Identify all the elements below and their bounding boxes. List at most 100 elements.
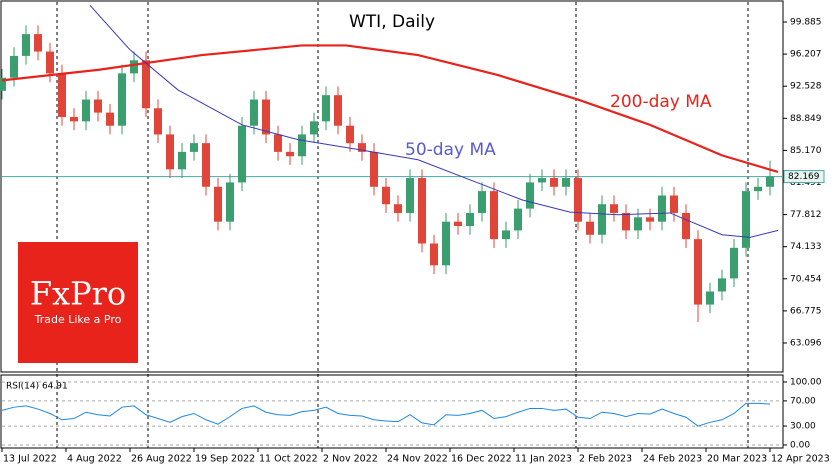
candle-body — [550, 178, 558, 187]
candle-body — [142, 60, 150, 109]
y-tick-label: 77.812 — [790, 210, 822, 220]
candle-body — [202, 143, 210, 187]
candle-body — [382, 186, 390, 205]
candle-body — [334, 95, 342, 126]
candle-body — [238, 125, 246, 183]
candle-body — [646, 217, 654, 222]
y-tick-label: 100.00 — [790, 377, 822, 387]
candle-body — [22, 34, 30, 56]
last-price-box — [783, 170, 825, 184]
candle-body — [478, 191, 486, 213]
candle-body — [0, 77, 6, 91]
logo-tagline: Trade Like a Pro — [34, 313, 122, 326]
candle-body — [430, 243, 438, 266]
candle-body — [10, 55, 18, 78]
candle-body — [178, 151, 186, 170]
x-tick-label: 4 Aug 2022 — [67, 454, 122, 465]
x-tick-label: 20 Mar 2023 — [707, 454, 767, 465]
y-tick-label: 70.454 — [790, 274, 822, 284]
candle-body — [490, 191, 498, 240]
candle-body — [562, 178, 570, 187]
x-tick-label: 24 Feb 2023 — [643, 454, 702, 465]
candle-body — [70, 116, 78, 122]
rsi-label: RSI(14) 64.91 — [6, 382, 68, 392]
candle-body — [538, 178, 546, 183]
candle-body — [262, 99, 270, 135]
candle-body — [742, 191, 750, 248]
moving-average — [89, 4, 779, 238]
y-tick-label: 99.885 — [790, 18, 822, 28]
candle-body — [226, 182, 234, 222]
candle-body — [82, 99, 90, 122]
x-tick-label: 26 Aug 2022 — [131, 454, 192, 465]
candle-body — [190, 143, 198, 152]
candle-body — [670, 195, 678, 213]
logo — [18, 242, 138, 363]
candle-body — [46, 51, 54, 74]
candle-body — [574, 178, 582, 222]
x-tick-label: 16 Dec 2022 — [451, 454, 512, 465]
candle-body — [250, 99, 258, 126]
logo-name: FxPro — [30, 275, 126, 313]
x-tick-label: 11 Oct 2022 — [259, 454, 318, 465]
candle-body — [58, 73, 66, 117]
x-tick-label: 24 Nov 2022 — [387, 454, 448, 465]
candle-body — [682, 212, 690, 240]
candle-body — [154, 108, 162, 135]
candle-body — [694, 239, 702, 305]
candle-body — [214, 186, 222, 222]
candle-body — [754, 186, 762, 192]
y-tick-label: 88.849 — [790, 114, 822, 124]
candle-body — [274, 134, 282, 152]
candle-body — [634, 217, 642, 231]
candle-body — [442, 221, 450, 266]
rsi-line — [1, 402, 771, 427]
candle-body — [610, 204, 618, 213]
candle-body — [286, 151, 294, 157]
moving-average — [1, 44, 779, 174]
y-tick-label: 96.207 — [790, 50, 822, 60]
candle-body — [526, 182, 534, 209]
x-tick-label: 12 Apr 2023 — [771, 454, 830, 465]
candle-body — [94, 99, 102, 113]
x-tick-label: 19 Sep 2022 — [195, 454, 255, 465]
candle-body — [298, 134, 306, 157]
candle-body — [358, 143, 366, 152]
candle-body — [370, 151, 378, 187]
series-label: 50-day MA — [405, 140, 496, 160]
panel-frame — [0, 374, 784, 449]
candle-body — [706, 291, 714, 305]
candle-body — [418, 178, 426, 244]
candle-body — [514, 208, 522, 231]
candle-body — [106, 112, 114, 126]
candle-body — [34, 34, 42, 52]
y-tick-label: 74.133 — [790, 242, 822, 252]
y-tick-label: 66.775 — [790, 306, 822, 316]
y-tick-label: 70.00 — [790, 396, 816, 406]
candle-body — [766, 176, 774, 187]
candle-body — [394, 204, 402, 213]
y-tick-label: 30.00 — [790, 422, 816, 432]
candle-body — [502, 230, 510, 240]
candle-body — [622, 212, 630, 231]
candle-body — [718, 278, 726, 292]
x-tick-label: 13 Jul 2022 — [3, 454, 57, 465]
candle-body — [586, 221, 594, 235]
last-price-label: 82.169 — [788, 172, 820, 182]
panel-frame — [0, 0, 784, 373]
candle-body — [322, 95, 330, 122]
candle-body — [310, 121, 318, 135]
candle-body — [598, 204, 606, 235]
candle-body — [658, 195, 666, 222]
x-tick-label: 2 Feb 2023 — [579, 454, 632, 465]
candle-body — [466, 212, 474, 227]
x-tick-label: 2 Nov 2022 — [323, 454, 378, 465]
series-label: 200-day MA — [610, 92, 712, 112]
y-tick-label: 92.528 — [790, 82, 822, 92]
y-tick-label: 85.170 — [790, 146, 822, 156]
candle-body — [166, 134, 174, 170]
candle-body — [118, 73, 126, 126]
candle-body — [730, 247, 738, 279]
